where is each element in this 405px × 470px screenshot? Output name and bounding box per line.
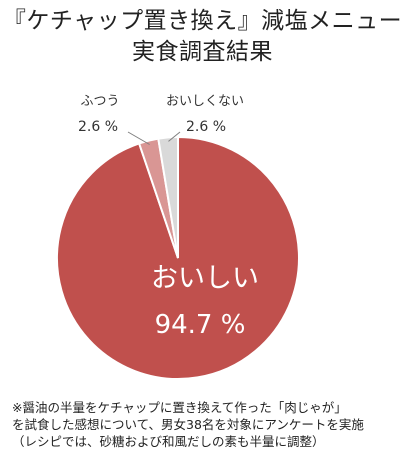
footnote-line-1: ※醤油の半量をケチャップに置き換えて作った「肉じゃが」 [12, 400, 347, 415]
pie-slice-2 [157, 135, 179, 259]
slice-value-2: 2.6 % [186, 119, 226, 135]
footnote-line-2: を試食した感想について、男女38名を対象にアンケートを実施 [12, 417, 364, 432]
chart-title-line-1: 『ケチャップ置き換え』減塩メニュー [2, 8, 403, 34]
chart-title-line-2: 実食調査結果 [132, 39, 273, 65]
slice-label-0: おいしい [151, 263, 259, 294]
footnote-line-3: （レシピでは、砂糖および和風だしの素も半量に調整） [12, 434, 325, 449]
leader-line-1 [127, 131, 150, 145]
slice-value-0: 94.7 % [155, 310, 246, 340]
slice-label-2: おいしくない [166, 94, 244, 109]
slice-label-1: ふつう [80, 94, 119, 109]
leader-line-2 [168, 131, 181, 142]
slice-value-1: 2.6 % [78, 119, 118, 135]
